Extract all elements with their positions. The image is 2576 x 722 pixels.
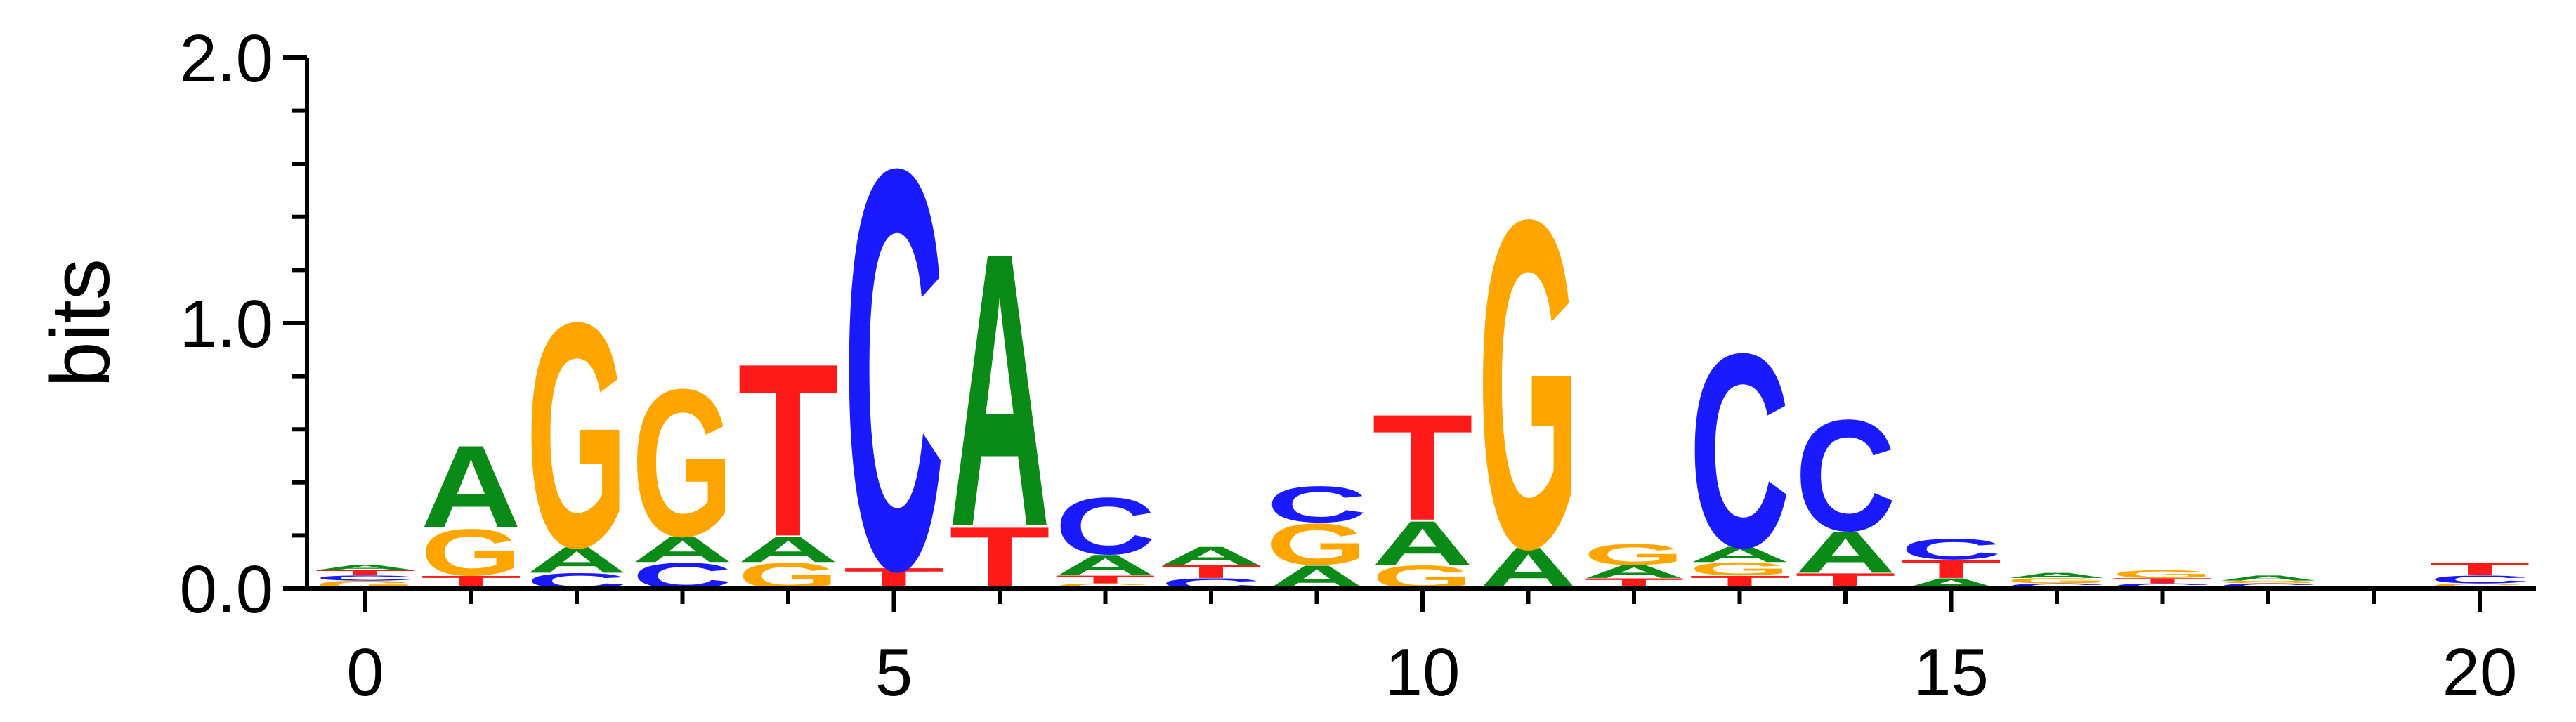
logo-letter-a-pos-0-3: A	[315, 563, 416, 572]
logo-letter-c-pos-13-3: C	[1689, 296, 1791, 605]
y-tick-label-1.0: 1.0	[180, 287, 273, 362]
logo-letter-c-pos-16-0: C	[2006, 582, 2107, 590]
logo-letter-t-pos-10-2: T	[1372, 383, 1473, 551]
logo-letter-a-pos-12-1: A	[1583, 561, 1685, 582]
logo-letter-t-pos-20-2: T	[2429, 558, 2530, 579]
x-tick-label-5: 5	[875, 635, 913, 710]
logo-letter-c-pos-9-2: C	[1267, 475, 1368, 533]
logo-letter-a-pos-7-2: A	[1055, 549, 1156, 582]
logo-letter-t-pos-8-1: T	[1160, 561, 1262, 582]
logo-letter-g-pos-9-1: G	[1267, 512, 1368, 578]
logo-letter-c-pos-0-1: C	[315, 574, 416, 582]
logo-letter-t-pos-15-1: T	[1901, 555, 2002, 584]
logo-letter-g-pos-13-1: G	[1689, 558, 1791, 579]
logo-letter-t-pos-0-2: T	[315, 569, 416, 577]
x-tick-label-0: 0	[346, 635, 384, 710]
y-tick-label-0.0: 0.0	[180, 552, 273, 627]
logo-letter-g-pos-16-1: G	[2006, 577, 2107, 585]
logo-letter-t-pos-4-2: T	[738, 313, 839, 588]
x-tick-label-10: 10	[1385, 635, 1460, 710]
y-ticks: 0.0 1.0 2.0	[180, 21, 307, 627]
logo-letter-a-pos-16-2: A	[2006, 571, 2107, 579]
logo-letter-g-pos-12-2: G	[1583, 538, 1685, 571]
logo-letter-a-pos-3-1: A	[632, 529, 733, 570]
logo-letter-a-pos-10-1: A	[1372, 508, 1473, 578]
logo-letter-c-pos-5-1: C	[844, 51, 945, 689]
logo-letter-c-pos-15-2: C	[1901, 533, 2002, 566]
logo-letter-t-pos-17-1: T	[2112, 577, 2214, 585]
logo-letter-c-pos-17-0: C	[2112, 582, 2214, 590]
logo-letter-g-pos-7-0: G	[1055, 582, 1156, 590]
y-axis-label: bits	[34, 258, 127, 388]
logo-letter-a-pos-14-1: A	[1795, 520, 1896, 585]
logo-letter-c-pos-20-1: C	[2429, 573, 2530, 586]
logo-letter-g-pos-20-0: G	[2429, 582, 2530, 590]
y-tick-label-2.0: 2.0	[180, 21, 273, 96]
logo-letter-g-pos-1-1: G	[421, 516, 522, 589]
x-tick-label-20: 20	[2443, 635, 2518, 710]
logo-letter-a-pos-2-1: A	[526, 539, 627, 581]
logo-letter-c-pos-14-2: C	[1795, 387, 1896, 564]
logo-letter-a-pos-1-2: A	[421, 421, 522, 553]
logo-letter-g-pos-11-1: G	[1478, 122, 1579, 645]
logo-letter-a-pos-8-2: A	[1160, 542, 1262, 570]
x-tick-label-15: 15	[1914, 635, 1989, 710]
logo-letter-g-pos-3-2: G	[632, 346, 733, 580]
logo-letter-a-pos-18-2: A	[2218, 574, 2319, 582]
logo-letter-g-pos-2-2: G	[526, 256, 627, 615]
logo-letter-t-pos-7-1: T	[1055, 573, 1156, 586]
logo-letter-a-pos-6-1: A	[949, 171, 1050, 608]
x-ticks: 0 5 10 15 20	[346, 589, 2517, 710]
logo-letter-c-pos-7-3: C	[1055, 481, 1156, 572]
logo-letter-g-pos-18-1: G	[2218, 580, 2319, 584]
logo-letter-g-pos-17-2: G	[2112, 568, 2214, 581]
logo-letter-a-pos-13-2: A	[1689, 542, 1791, 567]
logo-letter-c-pos-18-0: C	[2218, 582, 2319, 590]
logo-letter-a-pos-4-1: A	[738, 529, 839, 570]
